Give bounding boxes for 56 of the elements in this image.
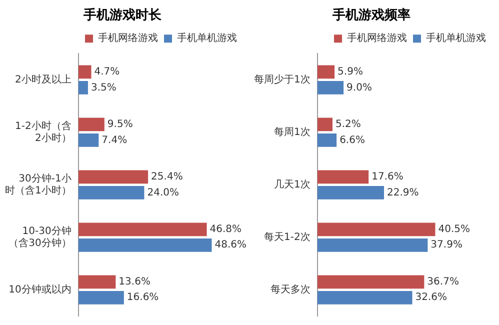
data-label: 32.6% [415,292,448,304]
y-tick-label: 2小时及以上 [14,73,72,86]
legend-label: 手机网络游戏 [98,32,158,44]
bar [317,170,369,184]
bar [317,65,335,79]
bar [78,81,88,94]
data-label: 7.4% [102,134,128,146]
y-tick-label: 1-2小时（含2小时） [15,120,72,144]
data-label: 36.7% [427,276,459,288]
data-label: 22.9% [387,187,419,198]
y-tick-label: 每天1-2次 [264,230,310,243]
bar [317,238,428,252]
bar [317,222,436,236]
data-label: 16.6% [126,292,159,304]
y-tick-label: 每天多次 [270,283,310,296]
bar [78,170,148,184]
bar [78,118,104,132]
bar [78,186,144,200]
chart-title: 手机游戏时长 [82,7,162,24]
chart-title: 手机游戏频率 [332,7,410,24]
bar [78,290,124,304]
legend-label: 手机网络游戏 [347,32,407,44]
bar [78,275,116,289]
bar [317,186,384,200]
data-label: 24.0% [147,187,179,198]
bar [317,118,332,132]
bar [317,134,337,147]
bar [78,222,207,236]
bar [78,238,212,252]
data-label: 13.6% [118,276,150,288]
bar [317,275,424,289]
data-label: 17.6% [372,172,404,183]
data-label: 9.0% [346,82,372,94]
data-label: 46.8% [210,224,242,235]
data-label: 4.7% [94,66,120,78]
y-tick-label: 10分钟或以内 [8,283,72,296]
y-tick-label: 每周少于1次 [254,73,310,86]
data-label: 5.9% [338,66,363,78]
data-label: 37.9% [430,240,462,251]
data-label: 25.4% [151,172,183,183]
data-label: 5.2% [336,119,361,130]
bar [78,134,99,147]
bar [78,65,92,79]
legend-label: 手机单机游戏 [426,32,486,44]
y-tick-label: 每周1次 [274,126,310,138]
data-label: 6.6% [340,134,365,146]
data-label: 48.6% [214,240,246,251]
bar [317,290,412,304]
legend-label: 手机单机游戏 [177,32,237,44]
data-label: 9.5% [107,119,133,130]
data-label: 3.5% [90,82,116,94]
y-tick-label: 几天1次 [274,179,310,190]
y-tick-label: 30分钟-1小时（含1小时） [4,172,72,196]
bar [317,81,344,94]
data-label: 40.5% [438,224,470,235]
y-tick-label: 10-30分钟（含30分钟） [8,224,72,249]
